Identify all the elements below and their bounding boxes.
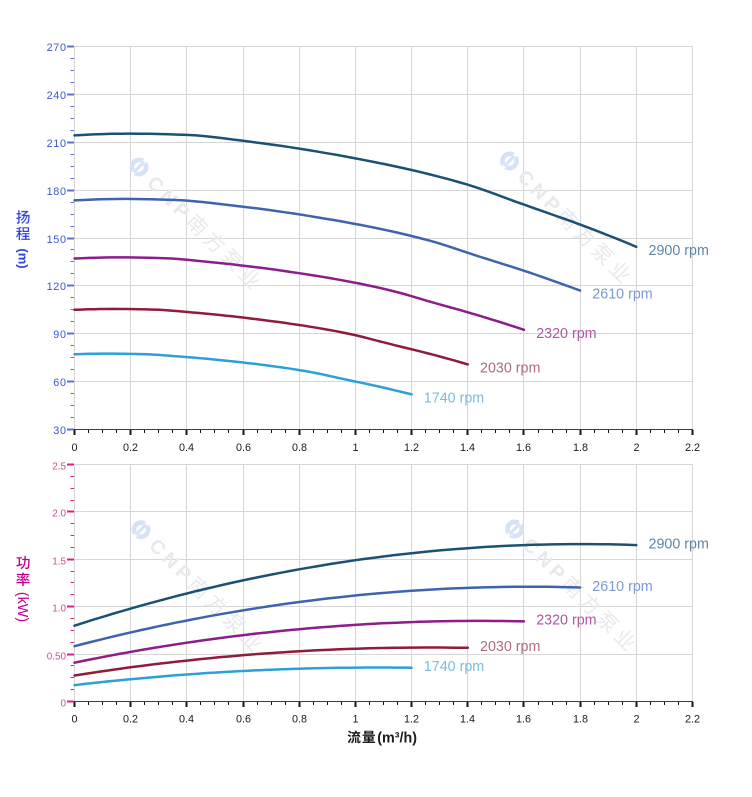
svg-text:2030 rpm: 2030 rpm	[480, 360, 540, 376]
svg-text:2.2: 2.2	[685, 714, 700, 726]
svg-text:0: 0	[61, 698, 67, 709]
svg-text:0.4: 0.4	[179, 442, 194, 454]
svg-text:90: 90	[53, 329, 66, 341]
svg-text:240: 240	[47, 90, 67, 102]
svg-text:(m): (m)	[15, 248, 30, 268]
svg-text:1.8: 1.8	[573, 714, 588, 726]
svg-text:0: 0	[71, 442, 77, 454]
svg-text:1.6: 1.6	[516, 714, 531, 726]
svg-text:1.4: 1.4	[460, 714, 475, 726]
svg-text:1.2: 1.2	[404, 714, 419, 726]
svg-text:2610 rpm: 2610 rpm	[592, 579, 652, 595]
svg-text:2900 rpm: 2900 rpm	[649, 536, 709, 552]
svg-text:2.0: 2.0	[52, 508, 66, 519]
svg-text:0.4: 0.4	[179, 714, 194, 726]
svg-text:2900 rpm: 2900 rpm	[649, 243, 709, 259]
svg-text:1.4: 1.4	[460, 442, 475, 454]
svg-text:0.2: 0.2	[123, 714, 138, 726]
svg-text:0.6: 0.6	[236, 442, 251, 454]
svg-text:1: 1	[352, 442, 358, 454]
svg-text:150: 150	[47, 234, 67, 246]
svg-text:1.0: 1.0	[52, 603, 66, 614]
svg-text:0.2: 0.2	[123, 442, 138, 454]
svg-text:0: 0	[71, 714, 77, 726]
svg-text:30: 30	[53, 425, 66, 437]
svg-text:0.6: 0.6	[236, 714, 251, 726]
svg-text:2.5: 2.5	[52, 461, 66, 472]
svg-text:210: 210	[47, 138, 67, 150]
svg-text:270: 270	[47, 42, 67, 54]
svg-text:120: 120	[47, 281, 67, 293]
svg-text:2: 2	[633, 442, 639, 454]
svg-text:(m³/h): (m³/h)	[377, 730, 417, 746]
svg-text:1740 rpm: 1740 rpm	[424, 659, 484, 675]
svg-text:1740 rpm: 1740 rpm	[424, 390, 484, 406]
svg-text:2610 rpm: 2610 rpm	[592, 287, 652, 303]
svg-text:(kW): (kW)	[14, 592, 30, 622]
svg-text:1.2: 1.2	[404, 442, 419, 454]
svg-text:1.6: 1.6	[516, 442, 531, 454]
svg-text:0.8: 0.8	[292, 442, 307, 454]
svg-text:180: 180	[47, 186, 67, 198]
svg-text:2030 rpm: 2030 rpm	[480, 639, 540, 655]
svg-text:0.50: 0.50	[47, 651, 67, 662]
svg-text:0.8: 0.8	[292, 714, 307, 726]
svg-text:2.2: 2.2	[685, 442, 700, 454]
svg-text:60: 60	[53, 377, 66, 389]
svg-text:2320 rpm: 2320 rpm	[536, 326, 596, 342]
svg-text:1.8: 1.8	[573, 442, 588, 454]
svg-text:2: 2	[633, 714, 639, 726]
svg-text:1.5: 1.5	[52, 556, 66, 567]
svg-text:1: 1	[352, 714, 358, 726]
svg-text:2320 rpm: 2320 rpm	[536, 613, 596, 629]
